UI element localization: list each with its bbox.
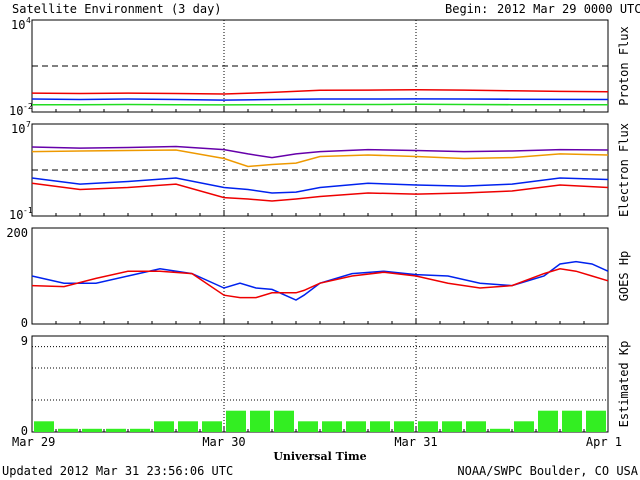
electron-flux-ytick-bottom-exp: -1 (23, 206, 33, 215)
goes-hp-frame (31, 227, 609, 325)
proton-flux-series-blue (31, 98, 609, 101)
x-axis-label: Universal Time (273, 450, 366, 463)
begin-label: Begin: (445, 2, 488, 16)
estimated-kp-bar (346, 421, 366, 432)
electron-flux-series-purple (31, 145, 609, 159)
estimated-kp-bar (34, 421, 54, 432)
goes-hp-series-blue (31, 260, 609, 301)
estimated-kp-bar (490, 428, 510, 432)
electron-flux-ytick-top-base: 10 (11, 122, 25, 136)
estimated-kp-bar (586, 410, 606, 432)
estimated-kp-bar (274, 410, 294, 432)
x-tick-label: Apr 1 (586, 435, 622, 449)
electron-flux-ytick-top-exp: 7 (26, 120, 31, 129)
proton-flux-ytick-top-exp: 4 (26, 16, 31, 25)
electron-flux-series-red (31, 182, 609, 202)
estimated-kp-bar (82, 428, 102, 432)
updated-timestamp: Updated 2012 Mar 31 23:56:06 UTC (2, 464, 233, 478)
proton-flux-ytick-bottom-base: 10 (9, 104, 23, 118)
x-tick-label: Mar 29 (12, 435, 55, 449)
estimated-kp-bar (106, 428, 126, 432)
credit-text: NOAA/SWPC Boulder, CO USA (457, 464, 638, 478)
estimated-kp-bar (394, 421, 414, 432)
estimated-kp-bar (130, 428, 150, 432)
proton-flux-frame (31, 19, 609, 113)
estimated-kp-bar (322, 421, 342, 432)
goes-hp-ytick-top: 200 (6, 226, 28, 240)
estimated-kp-frame (31, 335, 609, 433)
estimated-kp-bar (226, 410, 246, 432)
x-tick-label: Mar 30 (202, 435, 245, 449)
electron-flux-ytick-bottom-base: 10 (9, 208, 23, 222)
goes-hp-ylabel: GOES Hp (617, 251, 631, 302)
estimated-kp-bar (562, 410, 582, 432)
estimated-kp-bar (466, 421, 486, 432)
proton-flux-series-red (31, 89, 609, 95)
proton-flux-ytick-bottom-exp: -2 (23, 102, 33, 111)
electron-flux-series-blue (31, 177, 609, 194)
estimated-kp-ytick-top: 9 (21, 334, 28, 348)
estimated-kp-bar (370, 421, 390, 432)
proton-flux-series-green (32, 103, 608, 106)
estimated-kp-bar (418, 421, 438, 432)
goes-hp-series-red (31, 268, 609, 299)
estimated-kp-bar (514, 421, 534, 432)
begin-value: 2012 Mar 29 0000 UTC (497, 2, 640, 16)
x-tick-label: Mar 31 (394, 435, 437, 449)
estimated-kp-ylabel: Estimated Kp (617, 341, 631, 428)
electron-flux-series-orange (31, 149, 609, 168)
estimated-kp-bar (442, 421, 462, 432)
estimated-kp-bar (538, 410, 558, 432)
estimated-kp-bar (298, 421, 318, 432)
proton-flux-ylabel: Proton Flux (617, 26, 631, 105)
proton-flux-ytick-top-base: 10 (11, 18, 25, 32)
estimated-kp-bar (58, 428, 78, 432)
goes-hp-ytick-bottom: 0 (21, 316, 28, 330)
estimated-kp-bar (178, 421, 198, 432)
electron-flux-ylabel: Electron Flux (617, 123, 631, 217)
estimated-kp-bar (250, 410, 270, 432)
chart-title: Satellite Environment (3 day) (12, 2, 222, 16)
estimated-kp-ytick-bottom: 0 (21, 424, 28, 438)
electron-flux-frame (31, 123, 609, 217)
estimated-kp-bar (202, 421, 222, 432)
estimated-kp-bar (154, 421, 174, 432)
